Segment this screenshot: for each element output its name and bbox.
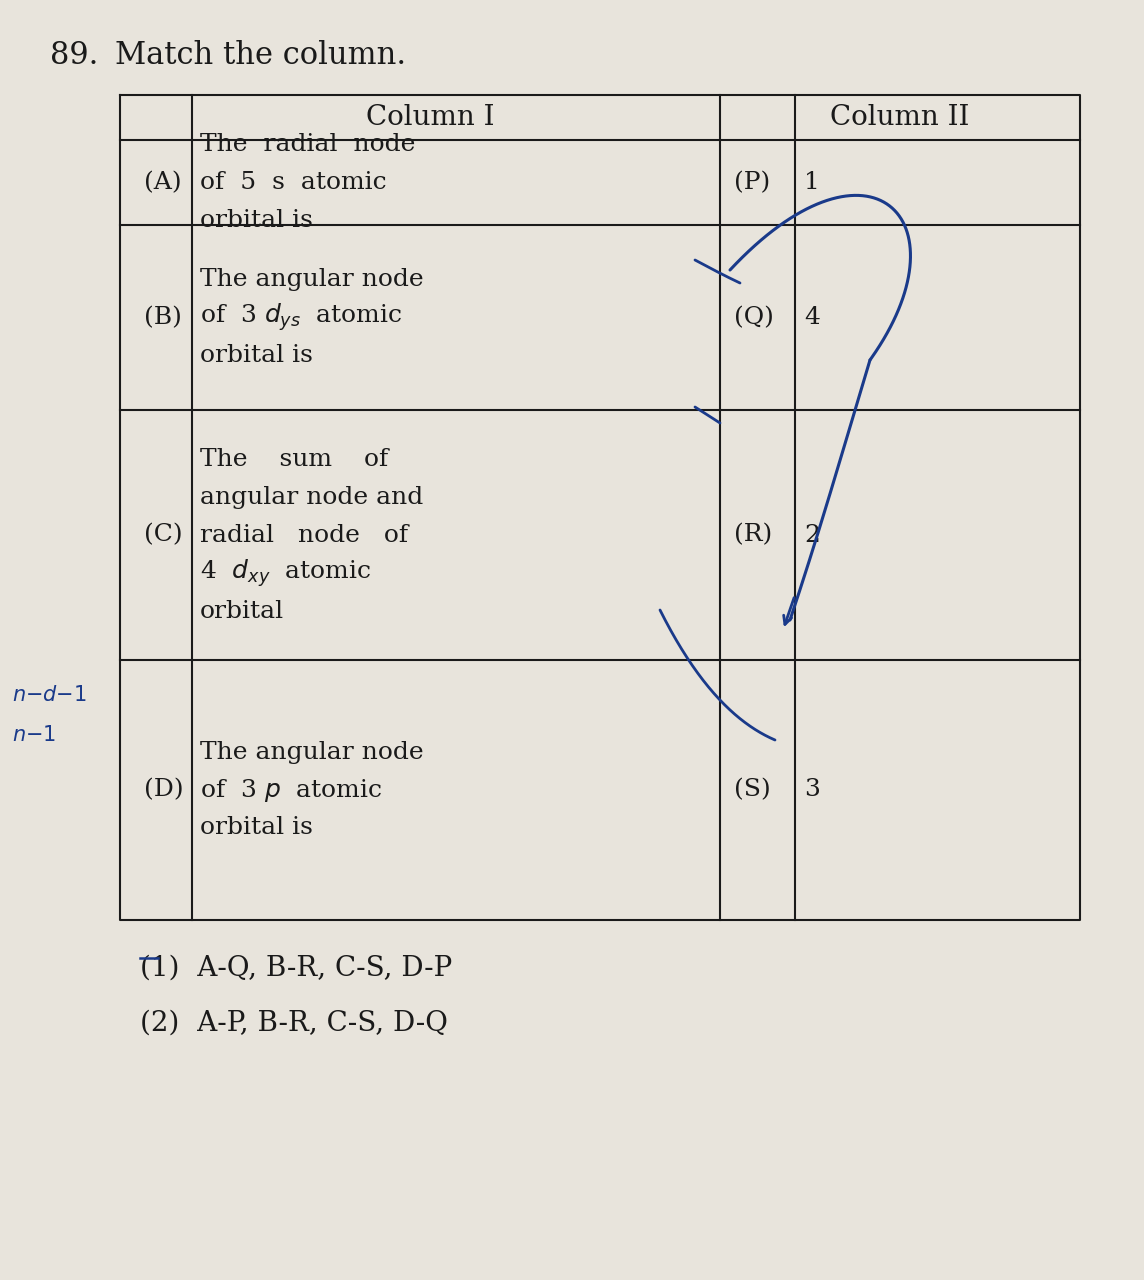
Text: The angular node: The angular node	[200, 268, 423, 291]
Text: The angular node: The angular node	[200, 741, 423, 763]
Text: (B): (B)	[144, 306, 182, 329]
Text: Column I: Column I	[366, 104, 494, 131]
Text: 2: 2	[804, 524, 820, 547]
Text: of  5  s  atomic: of 5 s atomic	[200, 172, 387, 195]
Text: $n{-}d{-}1$: $n{-}d{-}1$	[11, 685, 87, 705]
Text: of  3 $p$  atomic: of 3 $p$ atomic	[200, 777, 382, 804]
Text: orbital: orbital	[200, 599, 284, 622]
Text: 1: 1	[804, 172, 820, 195]
Text: (2)  A-P, B-R, C-S, D-Q: (2) A-P, B-R, C-S, D-Q	[140, 1010, 447, 1037]
Text: (A): (A)	[144, 172, 182, 195]
Text: 3: 3	[804, 778, 820, 801]
Text: The  radial  node: The radial node	[200, 133, 415, 156]
Text: orbital is: orbital is	[200, 209, 312, 232]
Text: orbital is: orbital is	[200, 817, 312, 840]
Text: (P): (P)	[734, 172, 770, 195]
Text: Match the column.: Match the column.	[116, 40, 406, 70]
Text: (D): (D)	[144, 778, 184, 801]
Text: 4  $d_{xy}$  atomic: 4 $d_{xy}$ atomic	[200, 557, 372, 589]
Text: (C): (C)	[144, 524, 183, 547]
Text: angular node and: angular node and	[200, 485, 423, 508]
Text: orbital is: orbital is	[200, 344, 312, 367]
Text: (Q): (Q)	[734, 306, 773, 329]
Text: (1)  A-Q, B-R, C-S, D-P: (1) A-Q, B-R, C-S, D-P	[140, 955, 452, 982]
Text: of  3 $d_{ys}$  atomic: of 3 $d_{ys}$ atomic	[200, 302, 403, 333]
Text: Column II: Column II	[831, 104, 970, 131]
Text: $n{-}1$: $n{-}1$	[11, 724, 56, 745]
Text: (R): (R)	[734, 524, 772, 547]
Text: 89.: 89.	[50, 40, 98, 70]
Text: The    sum    of: The sum of	[200, 448, 388, 471]
Text: 4: 4	[804, 306, 820, 329]
Text: radial   node   of: radial node of	[200, 524, 408, 547]
Text: (S): (S)	[734, 778, 771, 801]
